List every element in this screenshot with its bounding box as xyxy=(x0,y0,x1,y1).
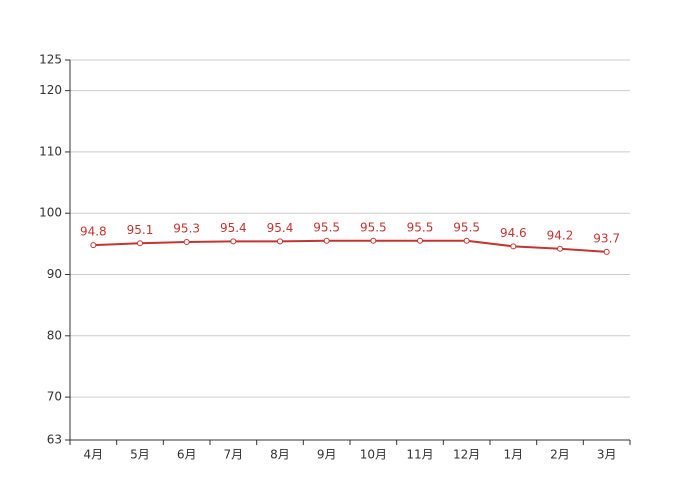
data-label: 95.4 xyxy=(267,221,294,235)
x-tick-label: 1月 xyxy=(504,448,524,462)
data-label: 95.1 xyxy=(127,223,154,237)
data-point xyxy=(137,240,143,247)
data-label: 95.5 xyxy=(360,220,387,234)
data-label: 95.5 xyxy=(453,220,480,234)
x-tick-label: 5月 xyxy=(130,448,150,462)
x-tick-label: 3月 xyxy=(597,448,617,462)
x-tick-label: 10月 xyxy=(360,448,387,462)
y-tick-label: 90 xyxy=(47,267,62,281)
y-tick-label: 120 xyxy=(39,83,62,97)
data-label: 95.3 xyxy=(173,222,200,236)
y-tick-label: 100 xyxy=(39,206,62,220)
x-tick-label: 2月 xyxy=(550,448,570,462)
data-label: 95.5 xyxy=(407,220,434,234)
data-label: 94.2 xyxy=(547,228,574,242)
x-tick-label: 6月 xyxy=(177,448,197,462)
data-point xyxy=(370,237,377,244)
data-label: 93.7 xyxy=(593,231,620,245)
data-line xyxy=(93,239,607,253)
data-point xyxy=(463,237,470,244)
data-label: 94.6 xyxy=(500,226,527,240)
y-tick-label: 63 xyxy=(47,433,62,447)
x-tick-label: 8月 xyxy=(270,448,290,462)
data-point xyxy=(277,238,283,245)
x-tick-label: 11月 xyxy=(406,448,433,462)
data-point xyxy=(510,243,517,250)
x-tick-label: 4月 xyxy=(84,448,104,462)
data-point xyxy=(323,237,330,244)
y-tick-label: 70 xyxy=(47,390,62,404)
data-point xyxy=(417,237,423,244)
data-point xyxy=(603,248,610,255)
x-tick-label: 7月 xyxy=(224,448,244,462)
data-point xyxy=(183,239,190,246)
data-point xyxy=(90,242,97,249)
data-label: 95.4 xyxy=(220,221,247,235)
y-tick-label: 80 xyxy=(47,328,62,342)
y-tick-label: 110 xyxy=(39,144,62,158)
x-tick-label: 9月 xyxy=(317,448,337,462)
y-tick-label: 125 xyxy=(39,53,62,67)
data-point xyxy=(557,245,563,252)
x-tick-label: 12月 xyxy=(453,448,480,462)
data-label: 94.8 xyxy=(80,225,107,239)
data-label: 95.5 xyxy=(313,220,340,234)
data-point xyxy=(230,238,237,245)
